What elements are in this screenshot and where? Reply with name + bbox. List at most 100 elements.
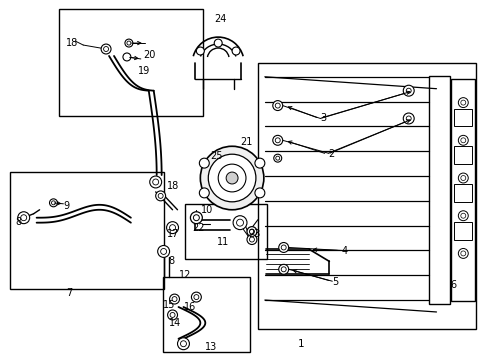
Circle shape — [403, 113, 413, 124]
Bar — [163, 277, 249, 352]
Circle shape — [249, 229, 254, 234]
Circle shape — [460, 213, 465, 218]
Circle shape — [406, 116, 410, 121]
Text: 13: 13 — [205, 342, 217, 352]
Circle shape — [200, 146, 264, 210]
Text: 8: 8 — [16, 217, 22, 227]
Circle shape — [177, 338, 189, 350]
Circle shape — [193, 215, 199, 221]
Text: 22: 22 — [192, 222, 204, 233]
Circle shape — [403, 85, 413, 96]
Circle shape — [254, 188, 264, 198]
Circle shape — [236, 219, 243, 226]
Circle shape — [180, 341, 186, 347]
Circle shape — [172, 297, 177, 302]
Circle shape — [49, 199, 57, 207]
Circle shape — [233, 216, 246, 230]
Bar — [427, 76, 449, 304]
Text: 21: 21 — [240, 137, 252, 147]
Circle shape — [20, 215, 27, 221]
Text: 2: 2 — [327, 149, 334, 159]
Circle shape — [51, 201, 55, 205]
Circle shape — [190, 212, 202, 224]
Circle shape — [273, 154, 281, 162]
Bar — [257, 63, 475, 329]
Circle shape — [254, 158, 264, 168]
Circle shape — [281, 245, 285, 250]
Circle shape — [246, 235, 256, 244]
Text: 9: 9 — [63, 201, 69, 211]
Circle shape — [124, 39, 133, 47]
Circle shape — [275, 103, 280, 108]
Circle shape — [161, 248, 166, 255]
Circle shape — [199, 188, 209, 198]
Circle shape — [18, 212, 30, 224]
Circle shape — [101, 44, 111, 54]
Bar — [450, 79, 474, 301]
Text: 19: 19 — [138, 66, 150, 76]
Text: 17: 17 — [166, 229, 179, 239]
Text: 15: 15 — [163, 300, 175, 310]
Bar — [453, 146, 471, 164]
Text: 12: 12 — [178, 270, 190, 280]
Text: 16: 16 — [183, 302, 195, 312]
Text: 18: 18 — [166, 181, 179, 191]
Circle shape — [127, 41, 131, 45]
Circle shape — [149, 176, 162, 188]
Circle shape — [169, 225, 175, 231]
Bar — [185, 204, 266, 260]
Bar — [60, 9, 203, 117]
Circle shape — [406, 88, 410, 93]
Circle shape — [249, 237, 254, 242]
Circle shape — [191, 292, 201, 302]
Circle shape — [272, 135, 282, 145]
Circle shape — [122, 53, 131, 61]
Circle shape — [275, 138, 280, 143]
Circle shape — [166, 222, 178, 234]
Text: 4: 4 — [341, 247, 346, 256]
Circle shape — [155, 191, 165, 201]
Text: 1: 1 — [297, 339, 304, 349]
Text: 14: 14 — [168, 318, 181, 328]
Circle shape — [199, 158, 209, 168]
Circle shape — [457, 173, 468, 183]
Circle shape — [460, 251, 465, 256]
Bar — [453, 184, 471, 202]
Circle shape — [281, 267, 285, 272]
Text: 23: 23 — [247, 229, 260, 239]
Bar — [453, 222, 471, 239]
Circle shape — [460, 100, 465, 105]
Circle shape — [167, 310, 177, 320]
Circle shape — [278, 243, 288, 252]
Circle shape — [225, 172, 238, 184]
Circle shape — [460, 176, 465, 180]
Text: 20: 20 — [142, 50, 155, 60]
Circle shape — [152, 179, 158, 185]
Circle shape — [457, 135, 468, 145]
Bar — [453, 109, 471, 126]
Circle shape — [196, 47, 204, 55]
Text: 11: 11 — [217, 237, 229, 247]
Circle shape — [457, 248, 468, 258]
Circle shape — [246, 227, 256, 237]
Circle shape — [208, 154, 255, 202]
Text: 8: 8 — [168, 256, 174, 266]
Text: 5: 5 — [332, 277, 338, 287]
Bar — [10, 172, 163, 289]
Circle shape — [278, 264, 288, 274]
Circle shape — [457, 98, 468, 108]
Text: 18: 18 — [66, 38, 79, 48]
Circle shape — [194, 294, 199, 300]
Circle shape — [460, 138, 465, 143]
Circle shape — [170, 312, 175, 318]
Circle shape — [457, 211, 468, 221]
Circle shape — [169, 294, 179, 304]
Circle shape — [157, 246, 169, 257]
Text: 6: 6 — [449, 280, 456, 290]
Text: 25: 25 — [210, 151, 223, 161]
Text: 24: 24 — [214, 14, 226, 24]
Circle shape — [214, 39, 222, 47]
Circle shape — [232, 47, 240, 55]
Text: 7: 7 — [66, 288, 73, 298]
Circle shape — [218, 164, 245, 192]
